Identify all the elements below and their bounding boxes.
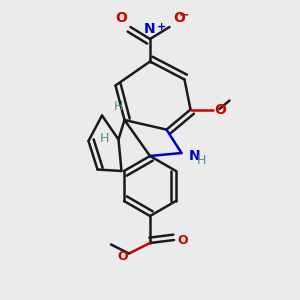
Text: H: H (197, 154, 206, 167)
Text: N: N (144, 22, 156, 36)
Text: H: H (114, 100, 123, 112)
Text: O: O (177, 233, 188, 247)
Text: N: N (189, 149, 201, 163)
Text: O: O (115, 11, 127, 26)
Text: −: − (179, 9, 190, 22)
Text: O: O (173, 11, 185, 26)
Text: +: + (157, 22, 166, 32)
Text: O: O (214, 103, 226, 116)
Text: O: O (117, 250, 128, 263)
Text: H: H (100, 131, 110, 145)
